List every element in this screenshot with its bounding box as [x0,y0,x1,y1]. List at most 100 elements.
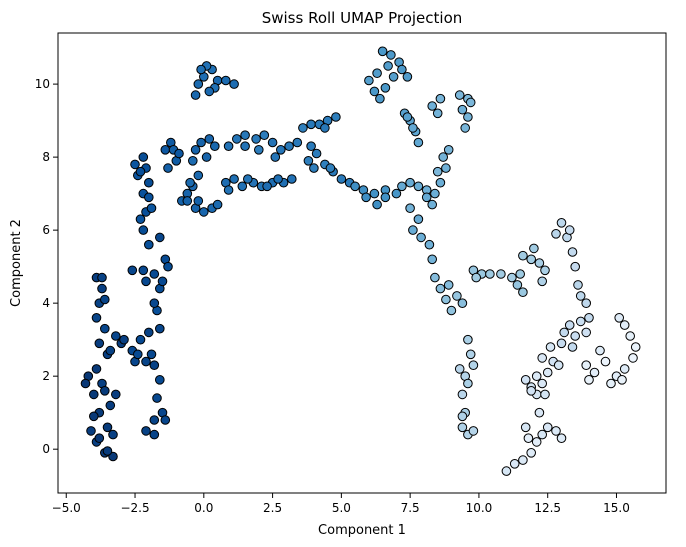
data-point [150,270,159,279]
data-point [458,105,467,114]
data-point [535,259,544,268]
data-point [431,273,440,282]
data-point [571,262,580,271]
x-tick-label: 5.0 [332,501,351,515]
data-point [433,109,442,118]
data-point [230,175,239,184]
data-point [263,182,272,191]
data-point [161,416,170,425]
data-point [527,255,536,264]
y-tick-label: 0 [42,442,50,456]
data-point [90,412,99,421]
data-point [351,182,360,191]
data-point [626,332,635,341]
data-point [431,189,440,198]
data-point [582,361,591,370]
data-point [112,390,121,399]
data-point [527,449,536,458]
data-point [458,299,467,308]
data-point [252,135,261,144]
data-point [142,277,151,286]
y-tick-label: 2 [42,369,50,383]
data-point [106,346,115,355]
data-point [532,372,541,381]
data-point [469,361,478,370]
data-point [139,226,148,235]
data-point [131,160,140,169]
y-axis-label: Component 2 [9,219,24,307]
data-point [461,124,470,133]
data-point [519,288,528,297]
data-point [156,233,165,242]
data-point [381,193,390,202]
data-point [150,430,159,439]
data-point [299,124,308,133]
data-point [81,379,90,388]
data-point [538,277,547,286]
data-point [541,390,550,399]
data-point [552,427,561,436]
data-point [120,335,129,344]
data-point [428,102,437,111]
data-point [304,157,313,166]
data-point [436,178,445,187]
data-point [464,335,473,344]
data-point [387,51,396,60]
data-point [458,390,467,399]
data-point [524,434,533,443]
data-point [546,343,555,352]
data-point [142,427,151,436]
data-point [164,164,173,173]
data-point [288,175,297,184]
data-point [557,434,566,443]
data-point [145,328,154,337]
data-point [205,87,214,96]
data-point [541,266,550,275]
data-point [142,357,151,366]
data-point [398,182,407,191]
data-point [222,76,231,85]
data-point [312,149,321,158]
data-point [112,332,121,341]
data-point [145,178,154,187]
data-point [574,281,583,290]
data-point [527,387,536,396]
data-point [164,262,173,271]
data-point [398,65,407,74]
data-point [268,138,277,147]
data-point [568,343,577,352]
data-point [521,376,530,385]
data-point [370,87,379,96]
data-point [134,350,143,359]
data-point [321,124,330,133]
data-point [425,240,434,249]
data-point [444,146,453,155]
data-point [136,215,145,224]
data-point [277,146,286,155]
data-point [552,230,561,239]
data-point [128,266,137,275]
data-point [106,401,115,410]
data-point [466,98,475,107]
data-point [224,142,233,151]
data-point [191,146,200,155]
x-tick-label: 10.0 [466,501,493,515]
data-point [200,208,209,217]
y-tick-label: 10 [35,77,50,91]
data-point [197,65,206,74]
data-point [510,460,519,469]
data-point [381,84,390,93]
data-point [629,354,638,363]
data-point [433,167,442,176]
data-point [538,354,547,363]
data-point [576,317,585,326]
data-point [414,215,423,224]
data-point [244,175,253,184]
y-axis-ticks: 0246810 [35,77,58,456]
data-point [389,73,398,82]
data-point [615,314,624,323]
x-tick-label: 0.0 [194,501,213,515]
data-point [98,284,107,293]
data-point [403,73,412,82]
data-point [260,131,269,140]
